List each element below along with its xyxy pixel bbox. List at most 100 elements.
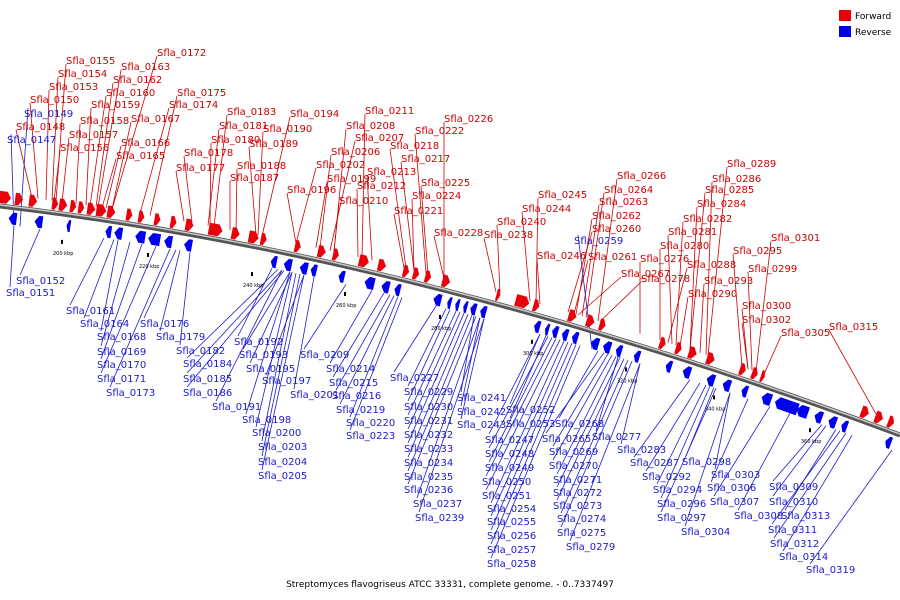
gene-reverse-26 (562, 328, 570, 342)
leader-line (679, 296, 689, 347)
scale-tick-label: 220 kbp (139, 264, 159, 270)
leader-line (261, 274, 301, 457)
gene-label-forward: Sfla_0162 (113, 75, 162, 86)
gene-label-reverse: Sfla_0169 (97, 347, 146, 358)
leader-line (349, 297, 403, 431)
gene-label-forward: Sfla_0218 (390, 141, 439, 152)
gene-label-forward: Sfla_0213 (367, 167, 416, 178)
gene-label-forward: Sfla_0210 (339, 196, 388, 207)
gene-label-reverse: Sfla_0231 (404, 416, 453, 427)
gene-reverse-21 (470, 303, 478, 316)
leader-line (660, 387, 717, 513)
leader-line (261, 273, 297, 442)
gene-label-forward: Sfla_0245 (538, 190, 587, 201)
scale-tick-mark (61, 239, 63, 244)
gene-label-forward: Sfla_0278 (641, 274, 690, 285)
leader-line (737, 413, 791, 511)
gene-label-reverse: Sfla_0248 (485, 449, 534, 460)
gene-label-forward: Sfla_0217 (401, 154, 450, 165)
gene-forward-38 (738, 362, 746, 376)
gene-reverse-14 (364, 276, 376, 290)
genome-backbone-highlight (0, 204, 900, 435)
leader-line (633, 379, 691, 458)
gene-label-reverse: Sfla_0309 (769, 482, 818, 493)
leader-line (53, 150, 61, 201)
leader-line (490, 340, 565, 504)
gene-label-forward: Sfla_0194 (290, 109, 339, 120)
gene-label-reverse: Sfla_0236 (404, 485, 453, 496)
gene-label-forward: Sfla_0301 (771, 233, 820, 244)
leader-line (407, 313, 465, 444)
gene-reverse-29 (603, 341, 613, 354)
scale-tick-mark (251, 272, 253, 277)
gene-label-forward: Sfla_0159 (91, 100, 140, 111)
leader-line (235, 168, 238, 231)
leader-line (483, 237, 497, 292)
leader-line (361, 113, 366, 258)
leader-line (149, 95, 178, 216)
leader-line (89, 95, 107, 206)
gene-label-forward: Sfla_0224 (412, 191, 461, 202)
leader-line (261, 116, 291, 237)
leader-line (490, 345, 581, 559)
gene-label-forward: Sfla_0282 (683, 214, 732, 225)
gene-forward-5 (69, 200, 77, 213)
gene-label-reverse: Sfla_0219 (336, 405, 385, 416)
gene-arrows (0, 190, 894, 449)
leader-line (689, 192, 706, 350)
gene-reverse-23 (534, 320, 542, 334)
gene-label-reverse: Sfla_0237 (413, 499, 462, 510)
leader-line (710, 398, 749, 483)
gene-forward-27 (440, 274, 451, 288)
leader-line (407, 312, 461, 430)
leader-line (496, 224, 501, 293)
leader-line (109, 248, 171, 388)
leader-line (416, 317, 481, 499)
gene-reverse-17 (433, 293, 443, 307)
gene-label-reverse: Sfla_0270 (549, 461, 598, 472)
leader-line (143, 249, 177, 319)
gene-reverse-10 (283, 258, 293, 272)
gene-label-forward: Sfla_0148 (16, 122, 65, 133)
scale-tick-label: 300 kbp (523, 351, 543, 357)
gene-forward-28 (494, 288, 501, 301)
leader-line (349, 296, 399, 418)
gene-forward-9 (106, 205, 116, 218)
gene-forward-16 (230, 227, 240, 240)
gene-label-reverse: Sfla_0287 (630, 458, 679, 469)
gene-label-reverse: Sfla_0185 (183, 374, 232, 385)
leader-line (521, 211, 531, 302)
legend-reverse-swatch (839, 26, 851, 37)
gene-forward-19 (293, 239, 301, 253)
gene-label-reverse: Sfla_0203 (258, 442, 307, 453)
leader-line (556, 357, 621, 488)
gene-reverse-0 (8, 212, 18, 225)
gene-label-forward: Sfla_0244 (522, 204, 571, 215)
gene-label-forward: Sfla_0281 (668, 227, 717, 238)
gene-forward-26 (423, 270, 432, 283)
gene-forward-30 (531, 299, 540, 312)
leader-line (333, 203, 340, 252)
gene-label-forward: Sfla_0300 (742, 301, 791, 312)
leader-line (111, 55, 158, 210)
gene-reverse-11 (299, 262, 309, 275)
gene-label-forward: Sfla_0290 (688, 289, 737, 300)
leader-line (773, 432, 847, 539)
leader-line (577, 276, 622, 316)
gene-label-forward: Sfla_0222 (415, 126, 464, 137)
gene-label-reverse: Sfla_0223 (346, 431, 395, 442)
leader-line (575, 218, 593, 315)
gene-label-reverse: Sfla_0198 (242, 415, 291, 426)
gene-label-reverse: Sfla_0258 (487, 559, 536, 570)
gene-reverse-24 (545, 323, 551, 336)
scale-tick-mark (147, 253, 149, 257)
gene-label-forward: Sfla_0221 (394, 206, 443, 217)
gene-label-reverse: Sfla_0275 (557, 528, 606, 539)
gene-label-forward: Sfla_0302 (742, 315, 791, 326)
leader-line (248, 146, 257, 235)
legend-forward-label: Forward (855, 12, 891, 22)
leader-line (556, 356, 617, 475)
leader-line (75, 123, 81, 204)
gene-label-forward: Sfla_0228 (434, 228, 483, 239)
leader-line (329, 140, 356, 251)
